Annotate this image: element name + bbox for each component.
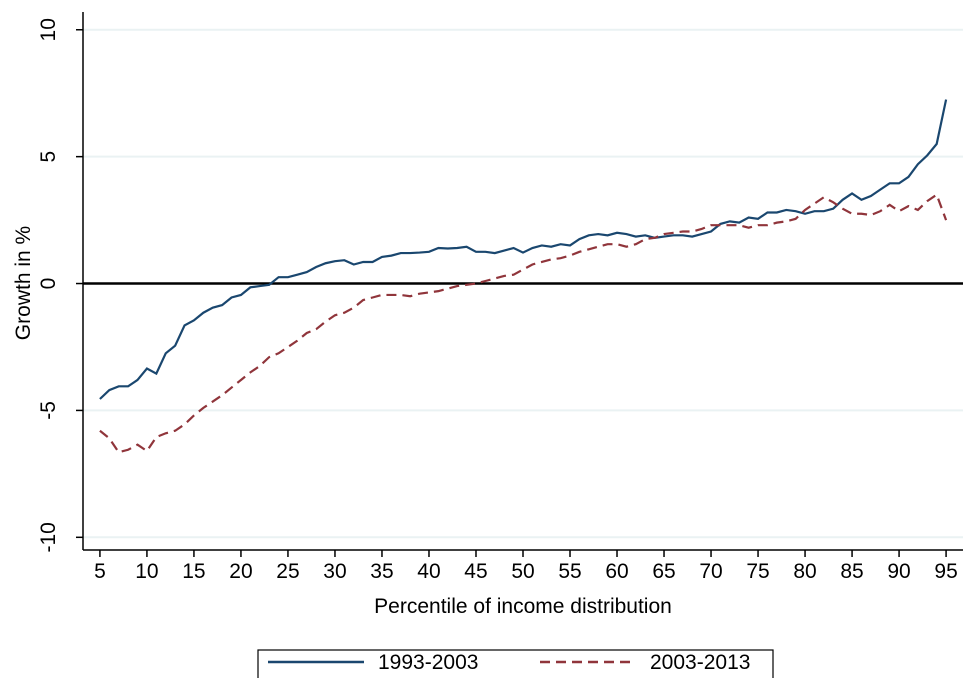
y-axis-label: Growth in % xyxy=(12,226,35,340)
x-tick-label: 50 xyxy=(511,560,534,583)
series-line xyxy=(99,99,948,400)
x-tick-label: 35 xyxy=(370,560,393,583)
x-tick-label: 40 xyxy=(417,560,440,583)
y-tick-label: -5 xyxy=(37,401,60,420)
y-tick-label: 5 xyxy=(37,151,60,163)
x-axis-label: Percentile of income distribution xyxy=(374,595,672,618)
x-tick-label: 10 xyxy=(135,560,158,583)
x-tick-label: 75 xyxy=(746,560,769,583)
x-tick-label: 20 xyxy=(229,560,252,583)
x-tick-label: 65 xyxy=(652,560,675,583)
x-tick-label: 15 xyxy=(182,560,205,583)
legend-label: 2003-2013 xyxy=(650,651,750,674)
y-tick-label: 0 xyxy=(37,278,60,290)
x-tick-label: 5 xyxy=(94,560,106,583)
x-tick-label: 80 xyxy=(793,560,816,583)
x-tick-label: 45 xyxy=(464,560,487,583)
x-tick-label: 25 xyxy=(276,560,299,583)
x-tick-label: 60 xyxy=(605,560,628,583)
x-tick-label: 70 xyxy=(699,560,722,583)
x-tick-label: 30 xyxy=(323,560,346,583)
series-line xyxy=(99,193,948,454)
y-tick-label: 10 xyxy=(37,18,60,41)
x-tick-label: 85 xyxy=(840,560,863,583)
legend-label: 1993-2003 xyxy=(378,651,478,674)
x-tick-label: 95 xyxy=(934,560,957,583)
x-tick-label: 55 xyxy=(558,560,581,583)
x-tick-label: 90 xyxy=(887,560,910,583)
y-tick-label: -10 xyxy=(37,522,60,552)
